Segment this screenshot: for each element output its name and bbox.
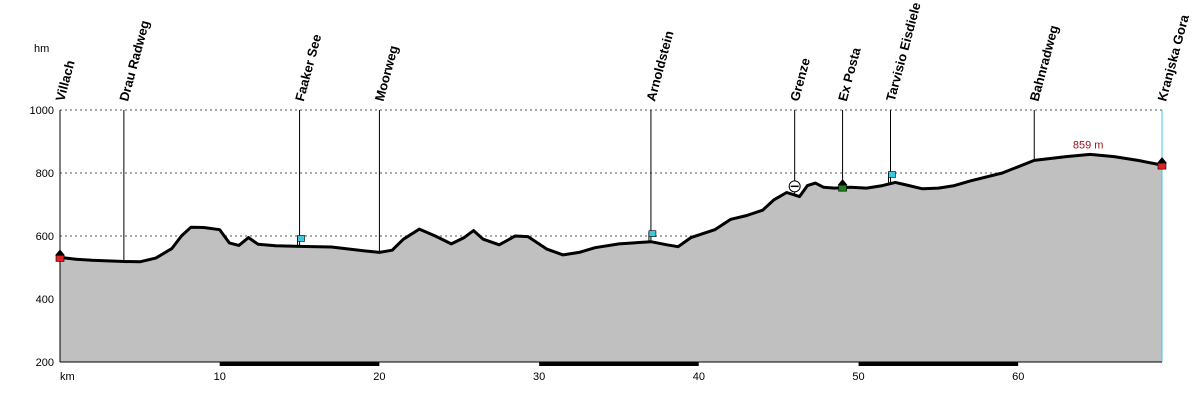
x-tick-label: 10: [214, 371, 226, 383]
x-scale-segment: [858, 362, 1019, 366]
marker-layer: [55, 157, 1167, 262]
area-layer: [59, 152, 1163, 362]
house-roof: [1157, 157, 1167, 164]
house-roof: [55, 249, 65, 256]
waypoint-label: Ex Posta: [835, 45, 864, 103]
x-scale-segment: [539, 362, 699, 366]
house-body: [838, 184, 847, 192]
waypoint-label: Kranjska Gora: [1154, 12, 1192, 102]
x-tick-label: 30: [533, 371, 545, 383]
elevation-line: [59, 152, 1163, 264]
border-crossing-icon: [788, 180, 801, 193]
info-flag-icon: [887, 171, 896, 183]
house-roof: [837, 179, 848, 186]
axis-layer: 200 400 600 800 1000 10 20 30 40 50 60: [30, 105, 1163, 383]
x-tick-label: 50: [852, 371, 864, 383]
waypoint-label: Villach: [52, 59, 77, 103]
info-flag-icon: [648, 230, 657, 242]
waypoint-label: Tarvisio Eisdiele: [883, 1, 924, 103]
waypoint-label: Moorweg: [372, 44, 401, 103]
home-icon: [1157, 157, 1167, 170]
x-scale-segment: [60, 362, 220, 366]
waypoint-label: Arnoldstein: [643, 29, 676, 103]
waypoint-label: Faaker See: [292, 33, 324, 103]
y-tick-label: 400: [36, 294, 54, 306]
green-house-icon: [837, 179, 848, 192]
y-tick-label: 600: [36, 231, 54, 243]
x-scale-segment: [379, 362, 540, 366]
y-tick-label: 1000: [30, 105, 54, 117]
y-tick-label: 200: [36, 357, 54, 369]
house-body: [55, 255, 65, 262]
x-scale-segment: [219, 362, 380, 366]
x-tick-label: 20: [373, 371, 385, 383]
x-scale-segment: [1018, 362, 1162, 366]
elevation-area: [60, 154, 1162, 362]
flag-cloth: [648, 230, 657, 237]
x-unit-label: km: [60, 371, 75, 383]
flag-cloth: [888, 171, 896, 178]
info-flag-icon: [297, 235, 305, 247]
y-tick-label: 800: [36, 168, 54, 180]
x-scale-segment: [698, 362, 859, 366]
y-unit-label: hm: [34, 43, 49, 55]
house-body: [1157, 162, 1167, 170]
x-tick-label: 60: [1012, 371, 1024, 383]
x-tick-label: 40: [693, 371, 705, 383]
waypoint-label: Bahnradweg: [1027, 23, 1062, 102]
flag-cloth: [297, 235, 305, 242]
waypoint-label: Drau Radweg: [116, 19, 152, 103]
home-icon: [55, 249, 65, 262]
peak-altitude-label: 859 m: [1073, 139, 1104, 151]
waypoint-label: Grenze: [787, 56, 813, 102]
